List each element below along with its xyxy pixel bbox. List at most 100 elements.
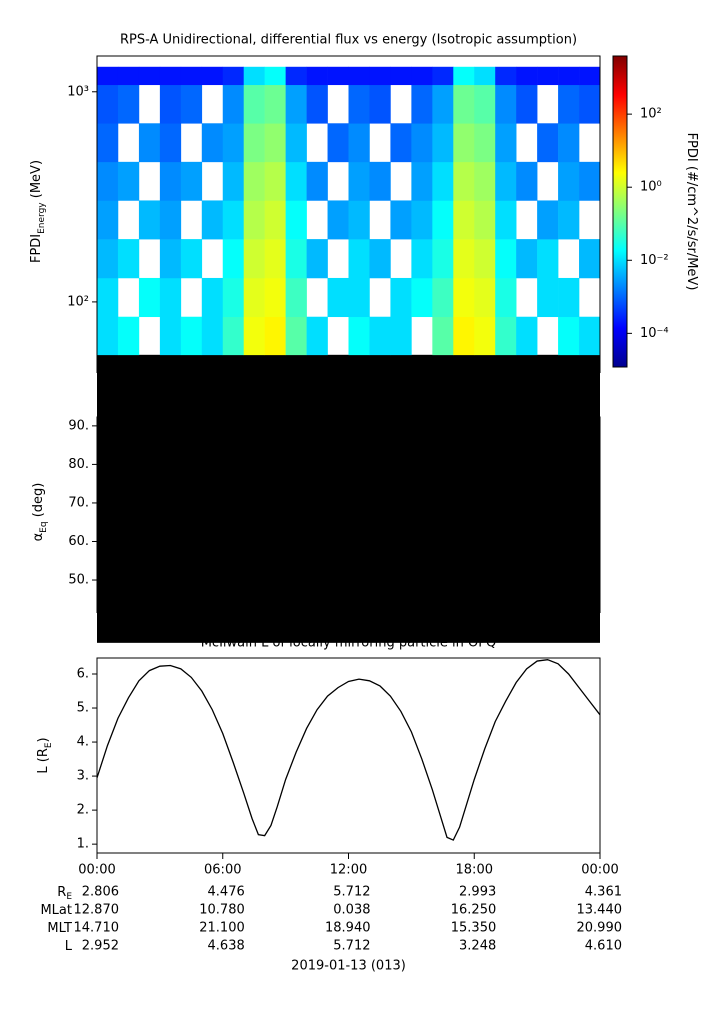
spectrogram-cell [243, 123, 265, 163]
y-tick-label: 3. [77, 769, 89, 784]
spectrogram-cell [222, 200, 245, 240]
spectrogram-cell [453, 239, 475, 279]
ephemeris-value: 2.806 [82, 885, 119, 900]
ephemeris-value: 2.952 [82, 939, 119, 954]
spectrogram-cell [453, 84, 475, 124]
spectrogram-cell [348, 316, 370, 356]
spectrogram-cell [180, 239, 203, 279]
spectrogram-cell [201, 316, 224, 356]
spectrogram-cell [97, 239, 119, 279]
spectrogram-cell [285, 123, 307, 163]
ephemeris-value: 4.610 [585, 939, 622, 954]
spectrogram-cell [159, 239, 182, 279]
x-axis-label: 2019-01-13 (013) [291, 959, 406, 974]
spectrogram-cell [348, 277, 370, 318]
y-axis-label: L (RE) [36, 737, 54, 773]
ephemeris-label: MLT [47, 921, 72, 936]
spectrogram-cell [264, 84, 286, 124]
spectrogram-cell [495, 277, 517, 318]
spectrogram-cell [495, 239, 517, 279]
spectrogram-cell [264, 316, 286, 356]
spectrogram-cell [537, 239, 559, 279]
y-axis-label: αEq (deg) [31, 483, 49, 542]
spectrogram-cell [180, 66, 203, 86]
ephemeris-label: L [65, 939, 73, 954]
spectrogram-cell [432, 161, 454, 201]
ephemeris-value: 18.940 [325, 921, 371, 936]
spectrogram-cell [474, 239, 496, 279]
ephemeris-value: 14.710 [74, 921, 120, 936]
spectrogram-cell [495, 200, 517, 240]
spectrogram-cell [159, 161, 182, 201]
spectrogram-cell [579, 316, 601, 356]
spectrogram-cell [222, 66, 245, 86]
y-tick-label: 90. [68, 418, 89, 433]
spectrogram-cell [348, 239, 370, 279]
spectrogram-cell [495, 123, 517, 163]
spectrogram-cell [264, 66, 286, 86]
spectrogram-cell [243, 84, 265, 124]
label-part: (deg) [31, 483, 46, 522]
y-tick-label: 10² [67, 294, 89, 309]
spectrogram-cell [243, 161, 265, 201]
spectrogram-cell [453, 277, 475, 318]
spectrogram-cell [306, 161, 328, 201]
ephemeris-value: 0.038 [333, 903, 370, 918]
spectrogram-cell [579, 84, 601, 124]
spectrogram-cell [138, 277, 161, 318]
ephemeris-value: 15.350 [451, 921, 497, 936]
spectrogram-cell [558, 66, 580, 86]
x-tick-label: 00:00 [581, 863, 618, 878]
spectrogram-cell [411, 277, 433, 318]
spectrogram-cell [495, 66, 517, 86]
spectrogram-cell [285, 66, 307, 86]
spectrogram-cell [558, 277, 580, 318]
spectrogram-cell [369, 84, 391, 124]
spectrogram-cell [558, 123, 580, 163]
spectrogram-cell [327, 200, 349, 240]
spectrogram-cell [138, 200, 161, 240]
spectrogram-cell [222, 123, 245, 163]
spectrogram-cell [432, 277, 454, 318]
no-data-background [97, 354, 600, 643]
spectrogram-cell [390, 66, 412, 86]
spectrogram-cell [117, 316, 140, 356]
data-line [96, 659, 601, 841]
spectrogram-cell [180, 316, 203, 356]
spectrogram-cell [97, 66, 119, 86]
spectrogram-cell [537, 123, 559, 163]
spectrogram-cell [117, 66, 140, 86]
spectrogram-cell [348, 84, 370, 124]
ephemeris-value: 13.440 [577, 903, 623, 918]
spectrogram-cell [474, 277, 496, 318]
y-tick-label: 2. [77, 803, 89, 818]
spectrogram-cell [432, 123, 454, 163]
spectrogram-cell [117, 84, 140, 124]
ephemeris-value: 10.780 [199, 903, 245, 918]
label-part: MLT [47, 921, 72, 936]
spectrogram-cell [285, 161, 307, 201]
y-tick-label: 1. [77, 837, 89, 852]
spectrogram-cell [285, 277, 307, 318]
spectrogram-cell [495, 84, 517, 124]
spectrogram-cell [453, 66, 475, 86]
label-part: FPDI [29, 234, 44, 263]
colorbar-label: FPDI (#/cm^2/s/sr/MeV) [684, 133, 699, 291]
spectrogram-cell [516, 66, 538, 86]
ephemeris-value: 12.870 [74, 903, 120, 918]
spectrogram-cell [306, 239, 328, 279]
spectrogram-cell [306, 66, 328, 86]
label-part: E [66, 892, 72, 902]
ephemeris-value: 21.100 [199, 921, 245, 936]
spectrogram-cell [243, 277, 265, 318]
spectrogram-cell [411, 66, 433, 86]
ephemeris-label: MLat [40, 903, 72, 918]
spectrogram-cell [432, 316, 454, 356]
spectrogram-cell [495, 316, 517, 356]
spectrogram-cell [537, 66, 559, 86]
spectrogram-cell [453, 161, 475, 201]
y-tick-label: 50. [68, 573, 89, 588]
ephemeris-value: 16.250 [451, 903, 497, 918]
spectrogram-cell [474, 200, 496, 240]
spectrogram-cell [516, 161, 538, 201]
